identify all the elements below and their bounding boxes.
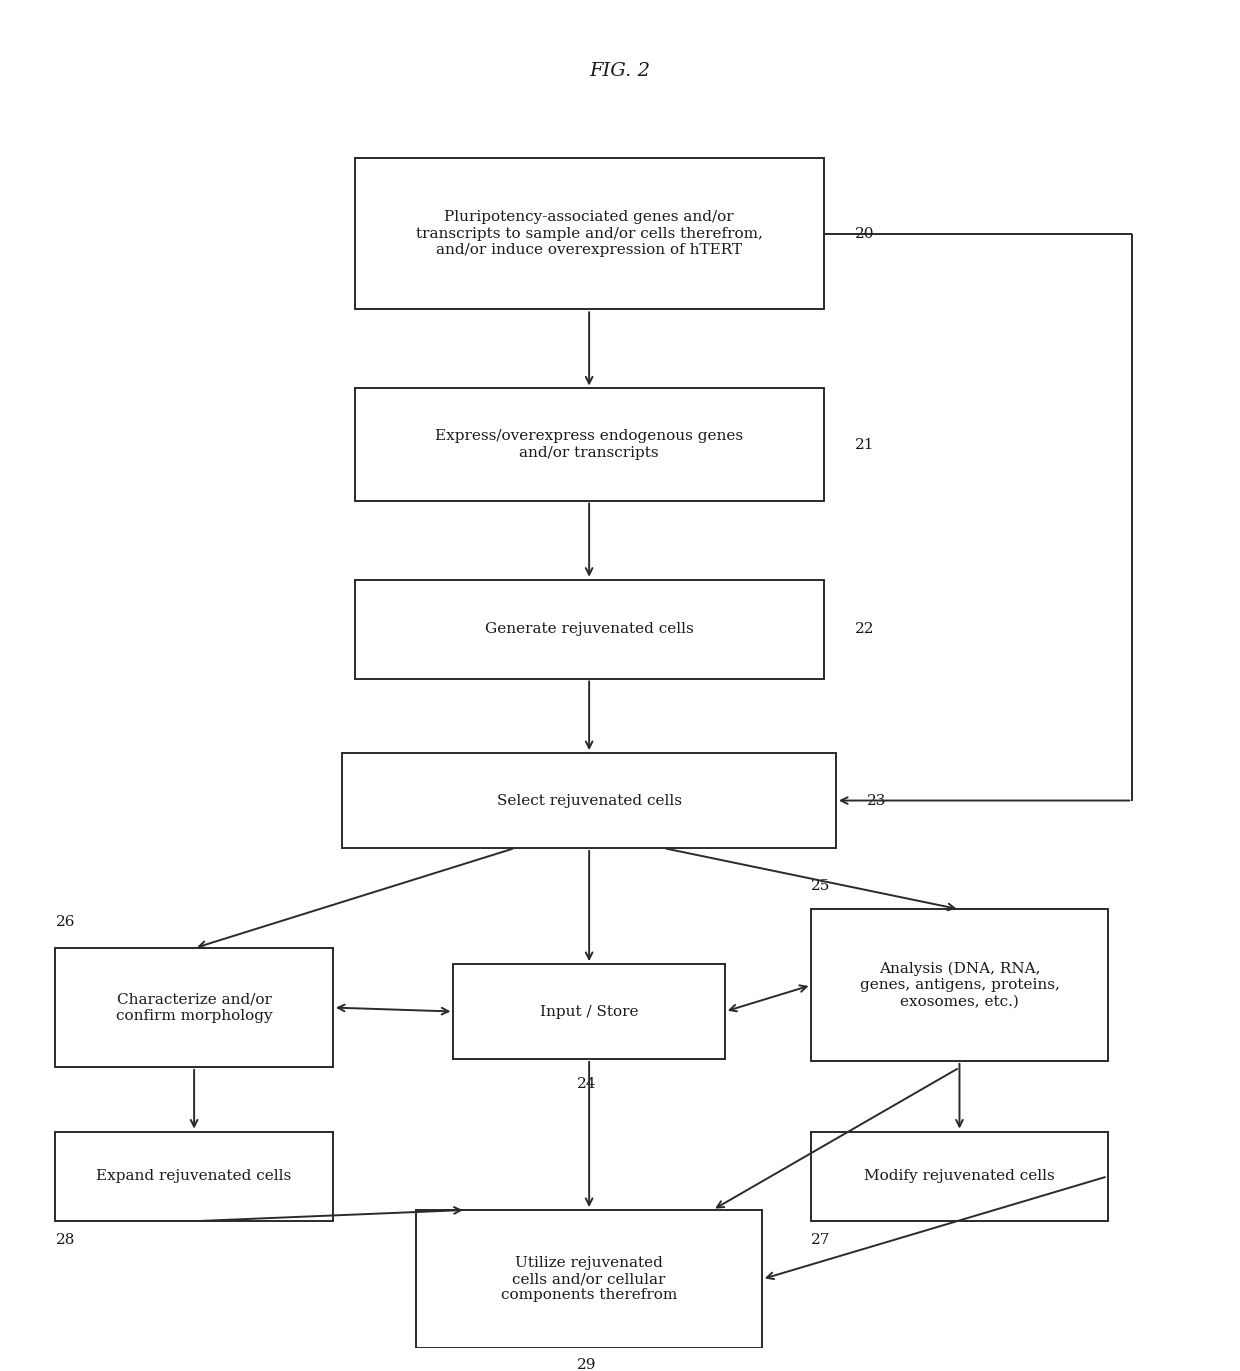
Text: 28: 28	[56, 1233, 76, 1246]
FancyBboxPatch shape	[355, 158, 823, 310]
Text: Expand rejuvenated cells: Expand rejuvenated cells	[97, 1169, 291, 1183]
Text: 21: 21	[854, 437, 874, 451]
Text: Characterize and/or
confirm morphology: Characterize and/or confirm morphology	[115, 993, 273, 1023]
FancyBboxPatch shape	[355, 388, 823, 500]
FancyBboxPatch shape	[342, 753, 836, 849]
Text: Analysis (DNA, RNA,
genes, antigens, proteins,
exosomes, etc.): Analysis (DNA, RNA, genes, antigens, pro…	[859, 961, 1059, 1009]
FancyBboxPatch shape	[56, 949, 334, 1067]
Text: Select rejuvenated cells: Select rejuvenated cells	[497, 794, 682, 808]
Text: FIG. 2: FIG. 2	[589, 62, 651, 80]
FancyBboxPatch shape	[811, 1131, 1107, 1222]
Text: 25: 25	[811, 879, 831, 894]
Text: Modify rejuvenated cells: Modify rejuvenated cells	[864, 1169, 1055, 1183]
Text: 22: 22	[854, 622, 874, 636]
Text: 29: 29	[577, 1357, 596, 1371]
Text: 20: 20	[854, 226, 874, 240]
Text: 26: 26	[56, 914, 76, 930]
Text: 23: 23	[867, 794, 887, 808]
Text: Pluripotency-associated genes and/or
transcripts to sample and/or cells therefro: Pluripotency-associated genes and/or tra…	[415, 210, 763, 256]
FancyBboxPatch shape	[417, 1211, 761, 1349]
Text: Input / Store: Input / Store	[539, 1005, 639, 1019]
Text: 24: 24	[577, 1078, 596, 1091]
Text: Utilize rejuvenated
cells and/or cellular
components therefrom: Utilize rejuvenated cells and/or cellula…	[501, 1256, 677, 1302]
FancyBboxPatch shape	[454, 964, 725, 1058]
Text: 27: 27	[811, 1233, 831, 1246]
FancyBboxPatch shape	[56, 1131, 334, 1222]
FancyBboxPatch shape	[811, 909, 1107, 1061]
FancyBboxPatch shape	[355, 580, 823, 679]
Text: Generate rejuvenated cells: Generate rejuvenated cells	[485, 622, 693, 636]
Text: Express/overexpress endogenous genes
and/or transcripts: Express/overexpress endogenous genes and…	[435, 429, 743, 459]
